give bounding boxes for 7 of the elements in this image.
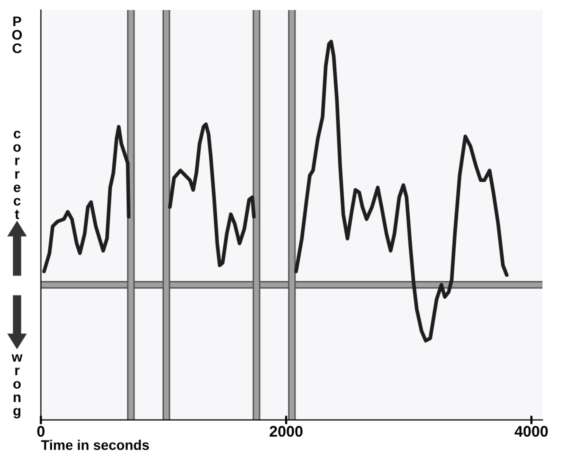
text: correct — [13, 130, 21, 220]
x-tick-label: 2000 — [270, 426, 303, 437]
x-axis-title: Time in seconds — [41, 440, 149, 450]
y-axis-title: POC — [12, 16, 22, 54]
x-tick-label: 4000 — [514, 426, 548, 437]
x-tick-label: 0 — [37, 426, 45, 437]
text: wrong — [12, 354, 22, 418]
